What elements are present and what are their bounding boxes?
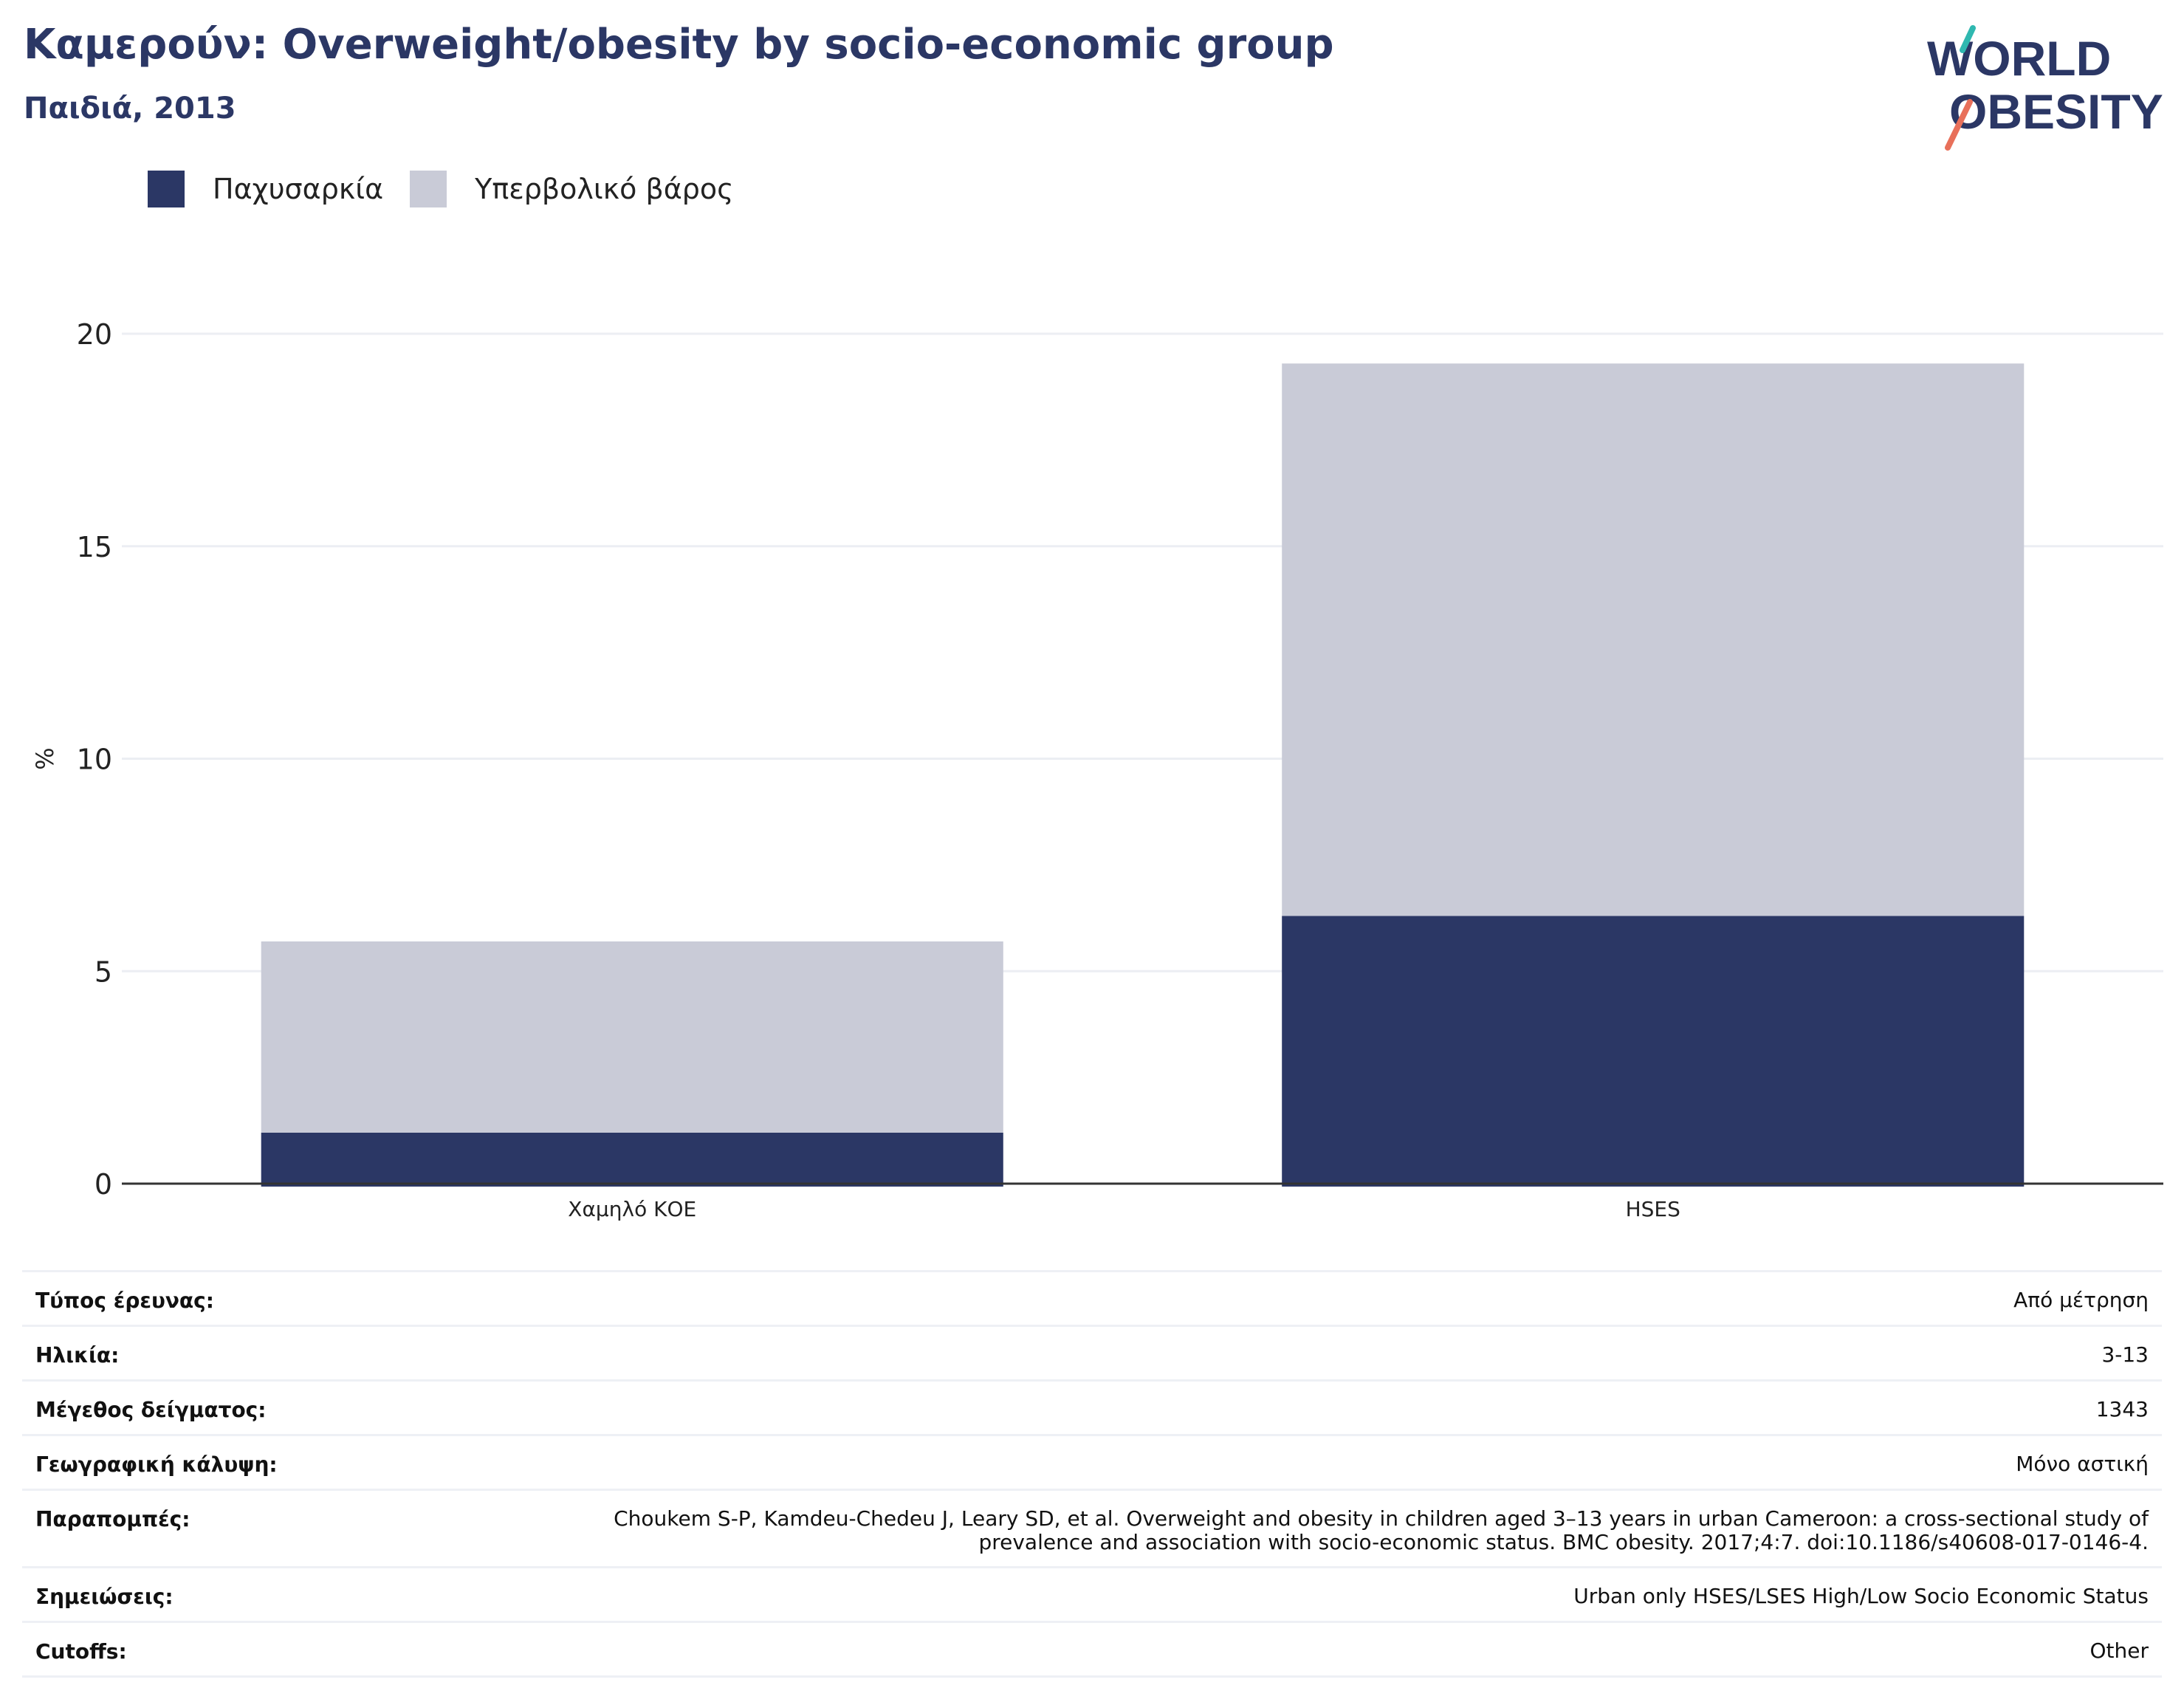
svg-text:WORLD: WORLD (1927, 31, 2111, 86)
chart-subtitle: Παιδιά, 2013 (24, 92, 236, 126)
info-row: Μέγεθος δείγματος: 1343 (22, 1379, 2162, 1434)
bar-overweight (261, 941, 1003, 1133)
chart-legend: Παχυσαρκία Υπερβολικό βάρος (148, 168, 760, 210)
bar-obesity (1282, 916, 2025, 1187)
y-axis-label: % (31, 747, 59, 769)
info-value: Other (2089, 1638, 2149, 1663)
y-tick-label: 15 (77, 531, 112, 563)
y-tick-label: 10 (77, 744, 112, 776)
chart-title: Καμερούν: Overweight/obesity by socio-ec… (24, 21, 1334, 69)
info-label: Ηλικία: (35, 1343, 120, 1368)
info-label: Σημειώσεις: (35, 1585, 174, 1609)
x-tick-label: HSES (1626, 1197, 1680, 1221)
legend-swatch-overweight (410, 171, 447, 207)
info-label: Γεωγραφική κάλυψη: (35, 1452, 278, 1477)
info-row: Παραπομπές: Choukem S-P, Kamdeu-Chedeu J,… (22, 1489, 2162, 1566)
info-label: Τύπος έρευνας: (35, 1288, 214, 1313)
info-label: Μέγεθος δείγματος: (35, 1398, 267, 1422)
bar-obesity (261, 1132, 1003, 1187)
info-label: Cutoffs: (35, 1639, 127, 1664)
world-obesity-logo: WORLD OBESITY (1927, 25, 2163, 151)
legend-swatch-obesity (148, 171, 185, 207)
info-row: Cutoffs: Other (22, 1621, 2162, 1678)
info-value: Μόνο αστική (2016, 1452, 2149, 1476)
info-value: Urban only HSES/LSES High/Low Socio Econ… (1573, 1584, 2149, 1608)
info-value: Choukem S-P, Kamdeu-Chedeu J, Leary SD, … (614, 1506, 2149, 1554)
survey-info-table: Τύπος έρευνας: Από μέτρηση Ηλικία: 3-13 Μέγε… (22, 1270, 2162, 1678)
info-label: Παραπομπές: (35, 1507, 190, 1531)
legend-item-obesity: Παχυσαρκία (148, 171, 383, 207)
y-tick-label: 20 (77, 318, 112, 351)
svg-text:OBESITY: OBESITY (1949, 84, 2163, 139)
y-tick-label: 5 (95, 955, 112, 988)
y-tick-label: 0 (95, 1168, 112, 1201)
stacked-bar-chart: 0 5 10 15 20% Χαμηλό ΚΟΕ HSES (31, 318, 2163, 1221)
info-row: Γεωγραφική κάλυψη: Μόνο αστική (22, 1434, 2162, 1489)
info-row: Τύπος έρευνας: Από μέτρηση (22, 1270, 2162, 1325)
info-value: Από μέτρηση (2013, 1288, 2149, 1312)
info-value: 3-13 (2101, 1342, 2149, 1367)
info-row: Ηλικία: 3-13 (22, 1325, 2162, 1379)
legend-item-overweight: Υπερβολικό βάρος (410, 171, 733, 207)
info-value: 1343 (2095, 1397, 2149, 1421)
x-tick-label: Χαμηλό ΚΟΕ (568, 1197, 696, 1221)
legend-label-obesity: Παχυσαρκία (213, 173, 384, 205)
legend-label-overweight: Υπερβολικό βάρος (475, 173, 734, 205)
bar-overweight (1282, 363, 2025, 916)
info-row: Σημειώσεις: Urban only HSES/LSES High/Low… (22, 1566, 2162, 1621)
